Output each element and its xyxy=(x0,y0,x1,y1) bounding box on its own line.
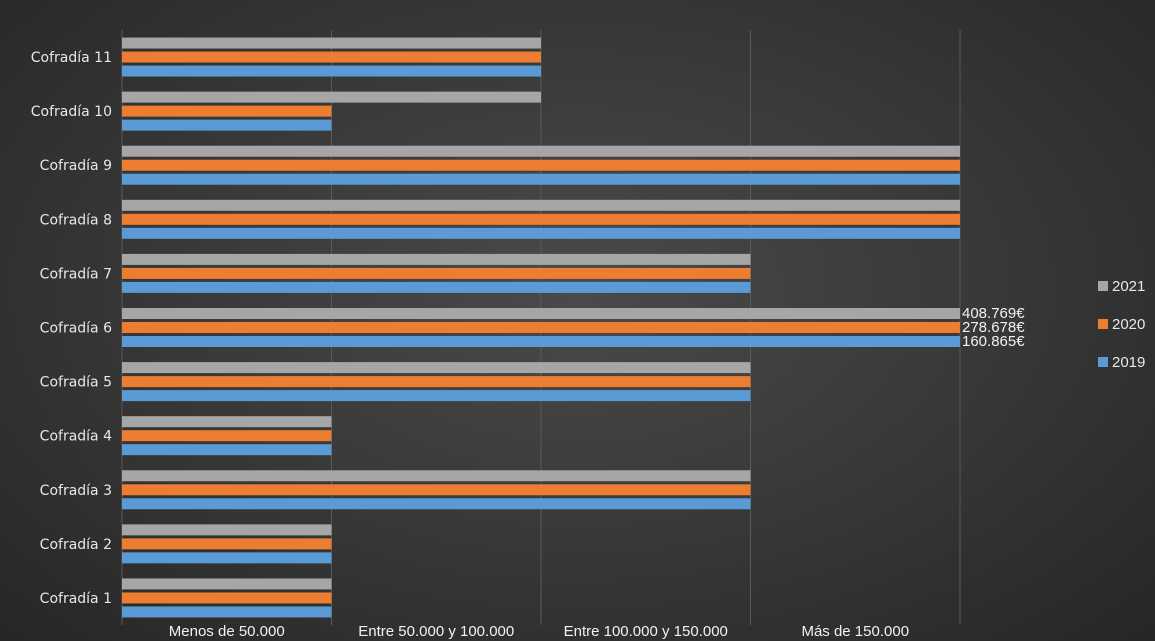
bar-cofradia-6-2019 xyxy=(122,336,960,347)
x-tick-label: Más de 150.000 xyxy=(801,623,909,640)
legend-label-2021: 2021 xyxy=(1112,278,1145,295)
legend-swatch-2019 xyxy=(1098,357,1108,367)
category-label: Cofradía 4 xyxy=(40,429,112,445)
category-label: Cofradía 7 xyxy=(40,266,112,282)
x-tick-label: Menos de 50.000 xyxy=(169,623,285,640)
bar-cofradia-2-2019 xyxy=(122,552,332,564)
data-label-2021: 408.769€ xyxy=(962,305,1025,322)
data-labels: 408.769€278.678€160.865€ xyxy=(962,305,1025,350)
bar-cofradia-7-2019 xyxy=(122,281,751,293)
y-axis-labels: Cofradía 1 Cofradía 2 Cofradía 3 Cofradía 4… xyxy=(31,50,112,607)
bar-cofradia-3-2019 xyxy=(122,498,751,510)
bar-cofradia-11-2021 xyxy=(122,37,541,49)
category-label: Cofradía 8 xyxy=(40,212,112,228)
bar-cofradia-8-2019 xyxy=(122,227,960,239)
legend: 2021 2020 2019 xyxy=(1098,278,1145,371)
bar-cofradia-5-2019 xyxy=(122,390,751,402)
category-label: Cofradía 9 xyxy=(40,158,112,174)
legend-swatch-2021 xyxy=(1098,281,1108,291)
category-label: Cofradía 3 xyxy=(40,483,112,499)
bar-cofradia-4-2019 xyxy=(122,444,332,456)
bar-cofradia-6-2020 xyxy=(122,322,960,333)
bar-cofradia-10-2019 xyxy=(122,119,332,131)
bar-cofradia-1-2019 xyxy=(122,606,332,618)
bar-cofradia-10-2020 xyxy=(122,105,332,117)
bar-cofradia-9-2021 xyxy=(122,145,960,157)
category-label: Cofradía 11 xyxy=(31,50,112,66)
x-tick-label: Entre 50.000 y 100.000 xyxy=(358,623,514,640)
bar-cofradia-9-2019 xyxy=(122,173,960,185)
bar-cofradia-10-2021 xyxy=(122,91,541,103)
bar-cofradia-5-2020 xyxy=(122,376,751,388)
legend-swatch-2020 xyxy=(1098,319,1108,329)
bar-cofradia-4-2020 xyxy=(122,430,332,442)
bar-cofradia-1-2020 xyxy=(122,592,332,604)
bar-cofradia-11-2020 xyxy=(122,51,541,63)
bar-cofradia-5-2021 xyxy=(122,362,751,374)
bar-cofradia-4-2021 xyxy=(122,416,332,428)
bar-cofradia-2-2021 xyxy=(122,524,332,536)
bar-cofradia-9-2020 xyxy=(122,159,960,171)
category-label: Cofradía 10 xyxy=(31,104,112,120)
bar-cofradia-1-2021 xyxy=(122,578,332,590)
bars xyxy=(122,37,960,618)
category-label: Cofradía 1 xyxy=(40,591,112,607)
bar-cofradia-7-2020 xyxy=(122,267,751,279)
legend-label-2020: 2020 xyxy=(1112,316,1145,333)
bar-cofradia-2-2020 xyxy=(122,538,332,550)
bar-cofradia-11-2019 xyxy=(122,65,541,77)
bar-cofradia-3-2020 xyxy=(122,484,751,496)
bar-cofradia-6-2021 xyxy=(122,308,960,319)
bar-cofradia-8-2021 xyxy=(122,199,960,211)
data-label-2020: 278.678€ xyxy=(962,319,1025,336)
category-label: Cofradía 2 xyxy=(40,537,112,553)
category-label: Cofradía 6 xyxy=(40,321,112,337)
x-axis-labels: Menos de 50.000 Entre 50.000 y 100.000 Ent… xyxy=(169,623,909,640)
bar-cofradia-3-2021 xyxy=(122,470,751,482)
category-label: Cofradía 5 xyxy=(40,375,112,391)
bar-cofradia-7-2021 xyxy=(122,253,751,265)
data-label-2019: 160.865€ xyxy=(962,333,1025,350)
bar-cofradia-8-2020 xyxy=(122,213,960,225)
legend-label-2019: 2019 xyxy=(1112,354,1145,371)
x-tick-label: Entre 100.000 y 150.000 xyxy=(564,623,728,640)
